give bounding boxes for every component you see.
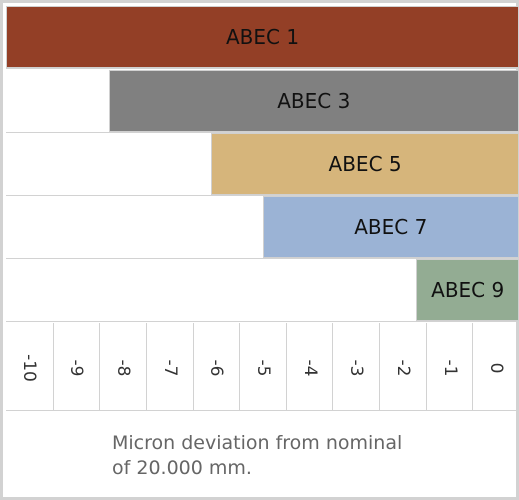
bar-row: ABEC 7 <box>6 196 519 258</box>
bar: ABEC 5 <box>211 133 519 195</box>
bar: ABEC 7 <box>262 196 519 258</box>
x-tick-cell: -10 <box>6 323 53 410</box>
bar: ABEC 3 <box>108 70 519 132</box>
bar-row: ABEC 1 <box>6 6 519 68</box>
x-tick-cell: -9 <box>52 323 100 410</box>
x-tick-label: 0 <box>486 362 507 374</box>
x-tick-cell: -2 <box>379 323 426 410</box>
x-tick-cell: -4 <box>285 323 333 410</box>
x-tick-label: -1 <box>439 359 460 377</box>
bar-label: ABEC 1 <box>225 25 300 49</box>
x-tick-label: -6 <box>206 359 227 377</box>
x-axis-label: Micron deviation from nominal of 20.000 … <box>112 432 403 479</box>
row-separator <box>6 321 519 322</box>
bar-label: ABEC 9 <box>431 278 505 302</box>
row-separator <box>6 258 519 259</box>
bar-label: ABEC 3 <box>277 89 351 113</box>
row-separator <box>6 132 519 133</box>
bar-row: ABEC 5 <box>6 133 519 195</box>
bar-label: ABEC 5 <box>328 152 402 176</box>
x-tick-cell: -3 <box>332 323 379 410</box>
bar-row: ABEC 9 <box>6 259 519 321</box>
x-tick-cell: -1 <box>425 323 473 410</box>
axis-separator <box>6 410 519 411</box>
x-tick-label: -10 <box>19 354 40 382</box>
row-separator <box>6 195 519 196</box>
bar: ABEC 9 <box>416 259 519 321</box>
x-tick-label: -8 <box>113 359 134 377</box>
x-tick-cell: -8 <box>99 323 146 410</box>
x-tick-label: -7 <box>159 359 180 377</box>
x-tick-cell: 0 <box>472 323 519 410</box>
bar-row: ABEC 3 <box>6 70 519 132</box>
x-tick-label: -5 <box>252 359 273 377</box>
x-axis-tick-row: -10 -9 -8 -7 -6 -5 -4 -3 -2 -1 0 <box>6 323 519 410</box>
x-tick-cell: -7 <box>145 323 193 410</box>
x-tick-label: -9 <box>66 359 87 377</box>
x-tick-label: -2 <box>392 359 413 377</box>
bar: ABEC 1 <box>6 6 519 68</box>
x-tick-cell: -5 <box>239 323 286 410</box>
bar-label: ABEC 7 <box>354 215 428 239</box>
x-tick-cell: -6 <box>192 323 240 410</box>
row-separator <box>6 68 519 69</box>
x-tick-label: -3 <box>346 359 367 377</box>
x-tick-label: -4 <box>299 359 320 377</box>
